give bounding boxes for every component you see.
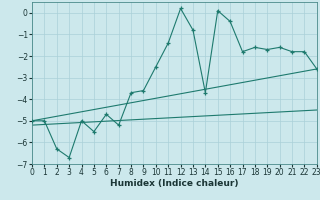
X-axis label: Humidex (Indice chaleur): Humidex (Indice chaleur)	[110, 179, 239, 188]
